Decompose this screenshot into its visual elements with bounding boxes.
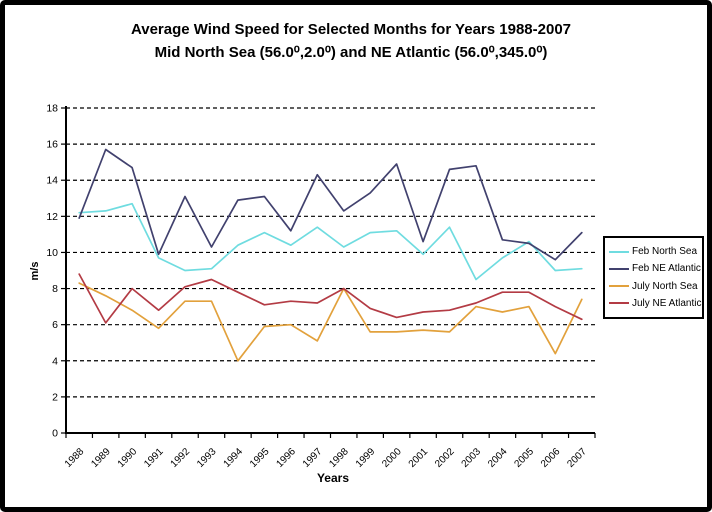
- series-line-july-north-sea: [78, 282, 583, 362]
- y-tick-label-4: 4: [52, 355, 58, 367]
- x-tick-label-1998: 1998: [327, 446, 351, 470]
- legend: Feb North Sea Feb NE Atlantic July North S…: [603, 236, 704, 319]
- x-tick-label-1989: 1989: [89, 446, 113, 470]
- x-tick-label-2002: 2002: [433, 446, 457, 470]
- y-tick-label-16: 16: [46, 139, 58, 151]
- x-tick-label-1988: 1988: [63, 446, 87, 470]
- legend-item-feb-north-sea: Feb North Sea: [609, 246, 702, 257]
- chart-title: Average Wind Speed for Selected Months f…: [130, 21, 572, 38]
- y-tick-label-0: 0: [52, 428, 58, 440]
- x-axis-title: Years: [317, 471, 349, 485]
- x-tick-label-2004: 2004: [486, 446, 510, 470]
- legend-item-july-ne-atlantic: July NE Atlantic: [609, 298, 702, 309]
- x-tick-label-2005: 2005: [512, 446, 536, 470]
- x-tick-label-1994: 1994: [222, 446, 246, 470]
- x-tick-label-1996: 1996: [274, 446, 298, 470]
- legend-line-swatch-icon: [609, 302, 629, 305]
- x-tick-label-2007: 2007: [565, 446, 589, 470]
- x-tick-label-1995: 1995: [248, 446, 272, 470]
- chart-title-block: Average Wind Speed for Selected Months f…: [9, 18, 693, 64]
- y-tick-label-18: 18: [46, 103, 58, 115]
- y-tick-label-6: 6: [52, 319, 58, 331]
- series-line-feb-ne-atlantic: [78, 148, 583, 261]
- x-tick-label-1990: 1990: [116, 446, 140, 470]
- y-tick-label-10: 10: [46, 247, 58, 259]
- x-tick-label-1992: 1992: [169, 446, 193, 470]
- x-tick-label-2003: 2003: [460, 446, 484, 470]
- chart-subtitle: Mid North Sea (56.0⁰,2.0⁰) and NE Atlant…: [154, 44, 548, 61]
- y-tick-label-2: 2: [52, 391, 58, 403]
- legend-label: Feb North Sea: [632, 246, 698, 258]
- legend-line-swatch-icon: [609, 267, 629, 270]
- series-line-feb-north-sea: [78, 202, 583, 281]
- legend-label: Feb NE Atlantic: [632, 263, 701, 275]
- y-axis-title: m/s: [29, 262, 41, 281]
- legend-line-swatch-icon: [609, 250, 629, 253]
- y-tick-label-14: 14: [46, 175, 58, 187]
- x-tick-label-2001: 2001: [407, 446, 431, 470]
- y-tick-label-12: 12: [46, 211, 58, 223]
- legend-item-feb-ne-atlantic: Feb NE Atlantic: [609, 263, 702, 274]
- legend-label: July NE Atlantic: [632, 297, 702, 309]
- series-line-july-ne-atlantic: [78, 273, 583, 324]
- legend-label: July North Sea: [632, 280, 698, 292]
- x-tick-label-2000: 2000: [380, 446, 404, 470]
- legend-item-july-north-sea: July North Sea: [609, 281, 702, 292]
- x-tick-label-1991: 1991: [142, 446, 166, 470]
- x-tick-label-1999: 1999: [354, 446, 378, 470]
- y-tick-label-8: 8: [52, 283, 58, 295]
- x-tick-label-1997: 1997: [301, 446, 325, 470]
- legend-line-swatch-icon: [609, 285, 629, 288]
- x-tick-label-2006: 2006: [539, 446, 563, 470]
- x-tick-label-1993: 1993: [195, 446, 219, 470]
